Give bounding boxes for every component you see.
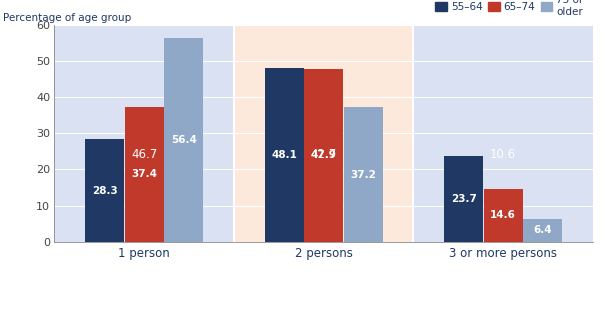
Bar [413,25,593,242]
Text: 23.7: 23.7 [451,194,477,204]
Legend: 55–64, 65–74, 75 or
older: 55–64, 65–74, 75 or older [431,0,587,21]
Bar [523,219,562,242]
Text: Percentage of age group: Percentage of age group [3,13,131,23]
Text: 14.6: 14.6 [490,210,516,220]
Bar [304,69,343,242]
Bar [54,25,234,242]
Text: 48.1: 48.1 [271,150,297,160]
Text: 37.2: 37.2 [350,170,376,179]
Text: 37.4: 37.4 [131,169,157,179]
Text: 42.7: 42.7 [310,148,337,162]
Bar [165,38,203,242]
Text: 46.7: 46.7 [131,148,157,162]
Bar [484,189,523,242]
Bar [444,156,483,242]
Text: 6.4: 6.4 [534,225,552,235]
Bar [265,68,304,242]
Bar [344,107,382,242]
Bar [85,140,124,242]
Text: 65 or older: 65 or older [7,277,72,289]
Text: 10.6: 10.6 [490,148,516,162]
Text: 28.3: 28.3 [92,186,117,196]
Text: 56.4: 56.4 [171,135,197,145]
Text: 47.9: 47.9 [311,150,336,160]
Bar [125,107,163,242]
Bar [234,25,413,242]
